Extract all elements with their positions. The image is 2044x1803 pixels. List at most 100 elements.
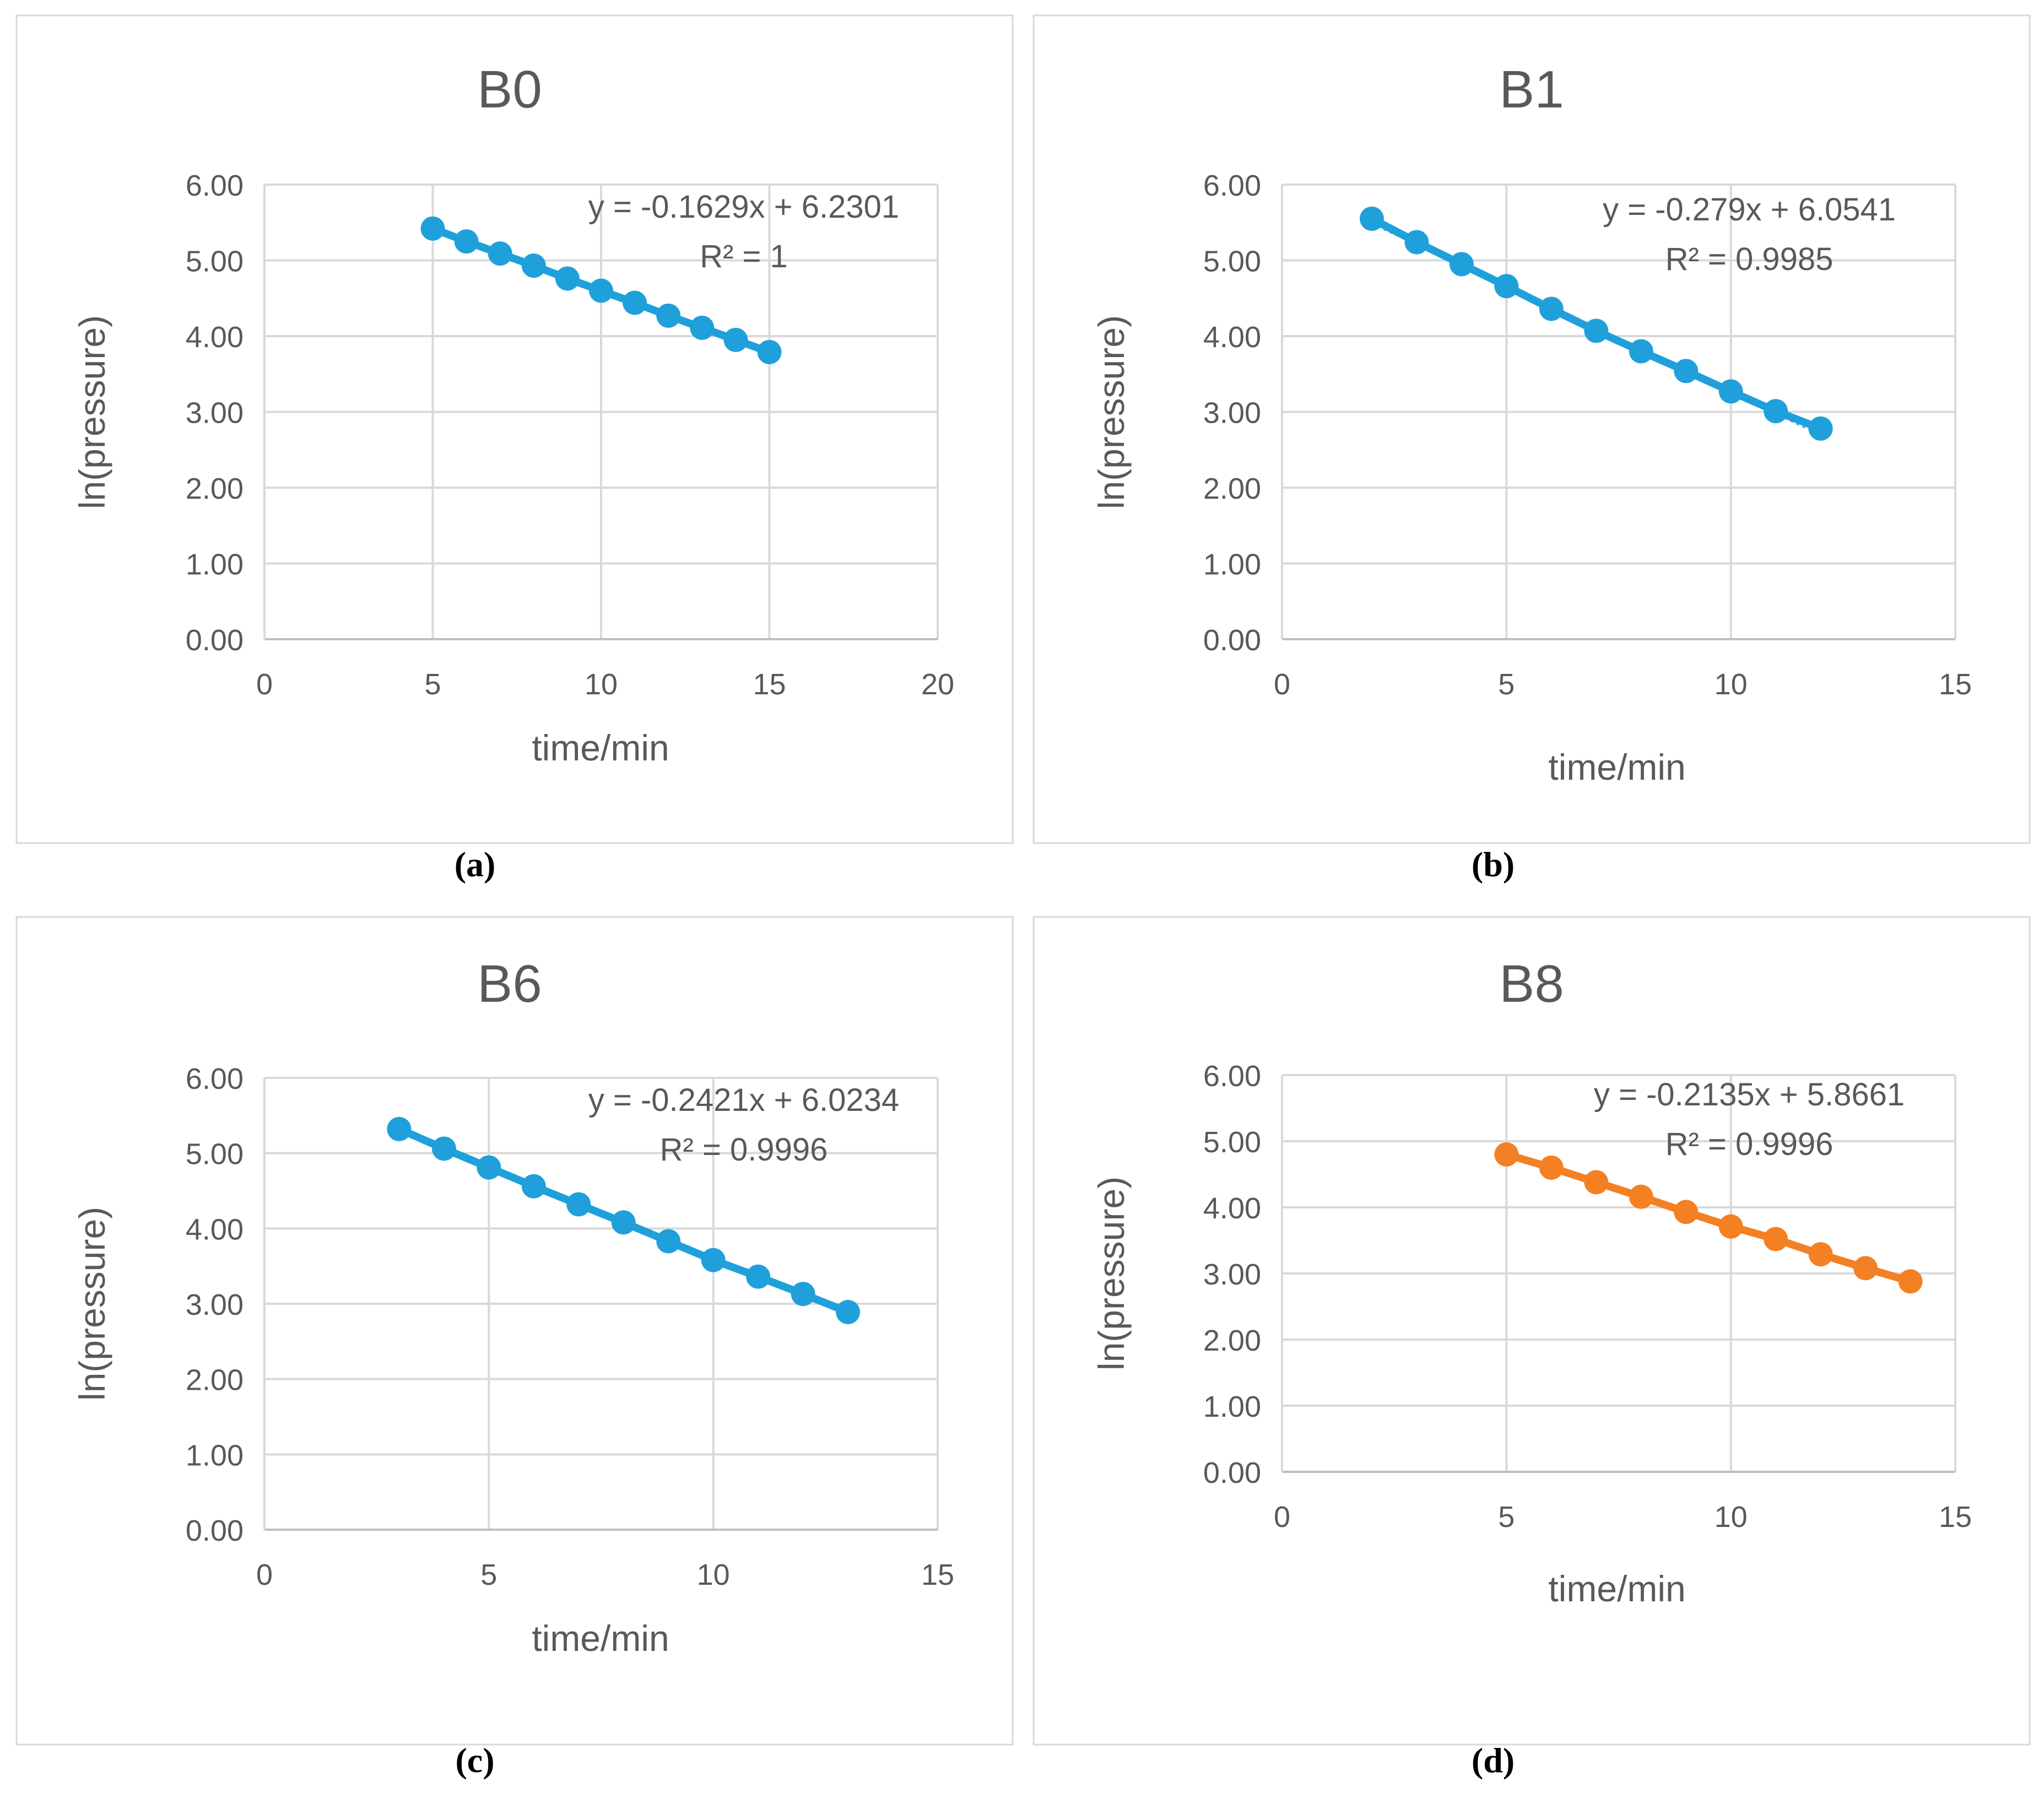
- x-axis-label: time/min: [1548, 747, 1685, 787]
- x-tick-label: 15: [753, 668, 786, 701]
- x-tick-label: 0: [256, 1558, 273, 1591]
- y-tick-label: 2.00: [186, 1364, 244, 1397]
- trendline-equation: y = -0.279x + 6.0541: [1603, 192, 1896, 228]
- chart-svg: 0.00 1.00 2.00 3.00 4.00 5.00 6.00 0 5 10 15 y = -0…: [1032, 916, 2031, 1780]
- y-tick-label: 5.00: [1203, 245, 1261, 278]
- data-point: [1808, 1242, 1833, 1267]
- y-tick-label: 5.00: [1203, 1126, 1261, 1159]
- y-tick-label: 1.00: [1203, 548, 1261, 581]
- data-point: [1404, 230, 1429, 255]
- trendline-r2: R² = 0.9996: [660, 1132, 828, 1168]
- y-tick-label: 0.00: [186, 1514, 244, 1547]
- data-point: [589, 278, 613, 303]
- y-tick-label: 3.00: [1203, 1258, 1261, 1291]
- data-point: [791, 1282, 815, 1307]
- x-tick-label: 0: [256, 668, 273, 701]
- y-tick-label: 0.00: [1203, 624, 1261, 657]
- data-point: [1764, 399, 1788, 424]
- data-point: [1539, 1156, 1564, 1180]
- data-point: [611, 1210, 636, 1235]
- data-point: [521, 1174, 546, 1199]
- x-tick-label: 15: [921, 1558, 954, 1591]
- data-point: [477, 1155, 501, 1180]
- chart-title: B1: [1499, 60, 1564, 119]
- y-tick-label: 4.00: [1203, 321, 1261, 354]
- x-tick-label: 10: [585, 668, 618, 701]
- data-point: [1584, 319, 1609, 343]
- data-point: [1494, 1142, 1519, 1167]
- chart-frame: [15, 916, 1014, 1746]
- y-tick-label: 0.00: [1203, 1456, 1261, 1489]
- data-point: [488, 241, 512, 266]
- chart-frame: [1032, 916, 2031, 1746]
- data-point: [1898, 1269, 1923, 1294]
- y-tick-label: 3.00: [186, 1288, 244, 1321]
- y-tick-label: 3.00: [1203, 397, 1261, 430]
- data-point: [1449, 252, 1474, 277]
- y-axis-label: ln(pressure): [72, 315, 112, 509]
- data-point: [701, 1248, 726, 1272]
- data-point: [656, 1229, 681, 1254]
- data-point: [420, 216, 445, 241]
- trendline-equation: y = -0.2135x + 5.8661: [1594, 1077, 1905, 1113]
- y-tick-label: 5.00: [186, 1138, 244, 1171]
- x-tick-label: 5: [1498, 1500, 1515, 1534]
- data-point: [1764, 1227, 1788, 1251]
- data-point: [1674, 1200, 1699, 1224]
- data-point: [723, 327, 748, 352]
- trendline: [398, 1129, 849, 1315]
- x-tick-label: 5: [1498, 668, 1515, 701]
- y-tick-label: 2.00: [1203, 1324, 1261, 1357]
- trendline-r2: R² = 0.9996: [1666, 1126, 1834, 1162]
- y-tick-label: 0.00: [186, 624, 244, 657]
- y-axis-label: ln(pressure): [1091, 315, 1132, 509]
- data-point: [746, 1264, 771, 1289]
- data-point: [623, 290, 647, 315]
- chart-svg: 0.00 1.00 2.00 3.00 4.00 5.00 6.00 0 5 10 15 y = -0…: [1032, 14, 2031, 884]
- chart-title: B6: [477, 954, 542, 1013]
- data-point: [431, 1136, 456, 1161]
- y-tick-label: 4.00: [1203, 1192, 1261, 1225]
- data-point: [387, 1116, 412, 1141]
- y-tick-label: 6.00: [1203, 169, 1261, 202]
- panel-caption: (a): [455, 845, 496, 884]
- data-point: [1674, 359, 1699, 384]
- data-point: [1539, 296, 1564, 321]
- trendline-r2: R² = 1: [700, 239, 788, 274]
- data-point: [1584, 1170, 1609, 1195]
- trendline-equation: y = -0.2421x + 6.0234: [588, 1082, 899, 1118]
- y-tick-label: 2.00: [1203, 472, 1261, 505]
- x-tick-label: 10: [697, 1558, 730, 1591]
- data-point: [454, 229, 479, 254]
- data-point: [1808, 416, 1833, 441]
- chart-title: B0: [477, 60, 542, 119]
- data-point: [836, 1300, 861, 1325]
- x-tick-label: 20: [921, 668, 954, 701]
- chart-panel-d: 0.00 1.00 2.00 3.00 4.00 5.00 6.00 0 5 10 15 y = -0…: [1022, 902, 2044, 1803]
- data-point: [521, 253, 546, 278]
- y-tick-label: 6.00: [186, 1062, 244, 1095]
- y-tick-label: 2.00: [186, 472, 244, 505]
- y-tick-label: 1.00: [1203, 1390, 1261, 1423]
- x-tick-label: 0: [1274, 668, 1290, 701]
- x-tick-label: 15: [1939, 1500, 1972, 1534]
- data-point: [656, 303, 681, 328]
- trendline: [1506, 1153, 1911, 1283]
- data-point: [1629, 339, 1653, 364]
- panel-caption: (c): [455, 1741, 494, 1780]
- x-tick-label: 15: [1939, 668, 1972, 701]
- data-point: [1359, 206, 1384, 231]
- data-point: [1629, 1184, 1653, 1209]
- x-tick-label: 10: [1715, 668, 1748, 701]
- data-point: [690, 315, 715, 340]
- data-point: [1494, 274, 1519, 299]
- y-axis-label: ln(pressure): [72, 1207, 112, 1401]
- trendline-equation: y = -0.1629x + 6.2301: [588, 189, 899, 225]
- y-tick-label: 1.00: [186, 548, 244, 581]
- x-tick-label: 0: [1274, 1500, 1290, 1534]
- chart-frame: [15, 14, 1014, 844]
- x-tick-label: 5: [424, 668, 441, 701]
- chart-frame: [1032, 14, 2031, 844]
- chart-panel-a: 0.00 1.00 2.00 3.00 4.00 5.00 6.00 0 5 10 15 20 y = …: [0, 0, 1022, 902]
- x-tick-label: 5: [480, 1558, 497, 1591]
